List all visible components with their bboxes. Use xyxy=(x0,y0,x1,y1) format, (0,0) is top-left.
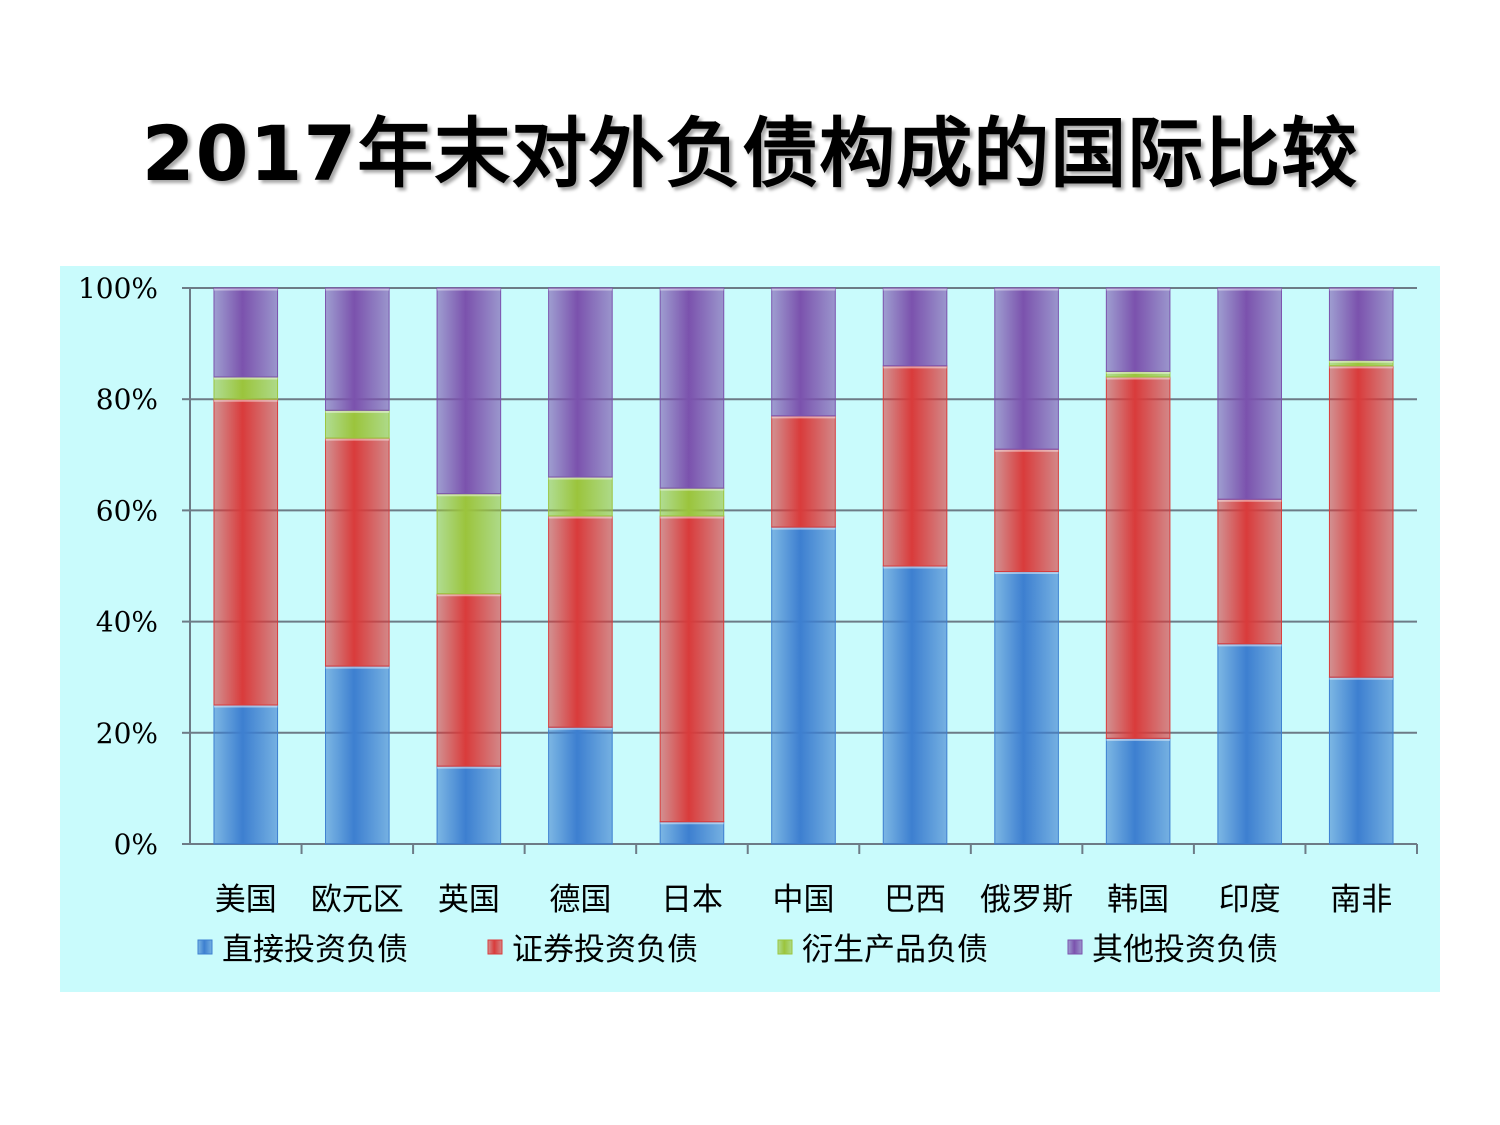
bar-segment xyxy=(548,287,613,478)
bar-segment xyxy=(882,565,948,845)
bar-segment xyxy=(213,376,279,400)
y-tick-label: 60% xyxy=(96,494,158,527)
x-tick-label: 中国 xyxy=(773,882,835,918)
bar-segment xyxy=(659,821,725,845)
bar-segment xyxy=(1328,676,1394,845)
legend-swatch xyxy=(777,939,793,955)
slide-title: 2017年末对外负债构成的国际比较 xyxy=(141,109,1359,198)
bar-segment xyxy=(771,415,836,528)
bar-segment xyxy=(882,287,948,367)
bar-segment xyxy=(882,365,948,567)
x-tick-label: 俄罗斯 xyxy=(980,882,1073,918)
y-tick-label: 40% xyxy=(96,606,158,639)
bar-segment xyxy=(771,287,836,417)
y-tick-label: 100% xyxy=(78,272,158,305)
x-tick-label: 韩国 xyxy=(1107,882,1169,918)
legend-swatch xyxy=(1067,939,1083,955)
bar-segment xyxy=(994,287,1059,450)
x-tick-label: 美国 xyxy=(215,882,277,918)
x-tick-label: 英国 xyxy=(438,882,500,918)
bar-segment xyxy=(548,726,613,845)
legend-label: 衍生产品负债 xyxy=(802,932,988,968)
bar-segment xyxy=(325,409,390,439)
bar-segment xyxy=(659,287,725,489)
x-tick-label: 印度 xyxy=(1219,882,1281,918)
bar-segment xyxy=(1328,287,1394,361)
bar-segment xyxy=(325,287,390,411)
y-tick-label: 0% xyxy=(114,828,158,861)
y-tick-label: 20% xyxy=(96,717,158,750)
bar-segment xyxy=(1105,376,1171,739)
bar-segment xyxy=(548,515,613,728)
bar-segment xyxy=(325,665,390,845)
chart-panel: 0% 20% 40% 60% 80% 100% 美国 欧元区 英国 德国 日本 中国 巴西 俄罗斯 韩国 印度… xyxy=(60,266,1440,992)
stacked-bar-chart: 0% 20% 40% 60% 80% 100% 美国 欧元区 英国 德国 日本 中国 巴西 俄罗斯 韩国 印度… xyxy=(78,272,1418,968)
legend-label: 证券投资负债 xyxy=(512,932,698,968)
x-tick-label: 巴西 xyxy=(884,882,946,918)
bar-segment xyxy=(1217,498,1282,645)
bar-segment xyxy=(325,437,390,667)
legend-swatch xyxy=(487,939,503,955)
bar-segment xyxy=(548,476,613,517)
bar-segment xyxy=(994,571,1059,845)
bar-segment xyxy=(436,765,502,845)
x-tick-label: 德国 xyxy=(549,882,611,918)
bar-segment xyxy=(659,487,725,517)
bar-segment xyxy=(436,593,502,767)
y-tick-label: 80% xyxy=(96,383,158,416)
bar-segment xyxy=(1105,737,1171,845)
bar-segment xyxy=(994,448,1059,573)
legend-swatch xyxy=(197,939,213,955)
bar-segment xyxy=(436,493,502,595)
x-tick-label: 日本 xyxy=(661,882,723,918)
bar-segment xyxy=(213,287,279,378)
bar-segment xyxy=(1328,365,1394,678)
bar-segment xyxy=(213,398,279,706)
bar-segment xyxy=(436,287,502,495)
x-tick-label: 欧元区 xyxy=(311,882,404,918)
x-tick-label: 南非 xyxy=(1330,882,1392,918)
bar-segment xyxy=(1217,643,1282,845)
legend-label: 直接投资负债 xyxy=(222,932,408,968)
bar-segment xyxy=(1217,287,1282,500)
bar-segment xyxy=(213,704,279,845)
bar-segment xyxy=(1105,287,1171,372)
legend-label: 其他投资负债 xyxy=(1092,932,1278,968)
bar-segment xyxy=(659,515,725,823)
bar-segment xyxy=(771,526,836,845)
